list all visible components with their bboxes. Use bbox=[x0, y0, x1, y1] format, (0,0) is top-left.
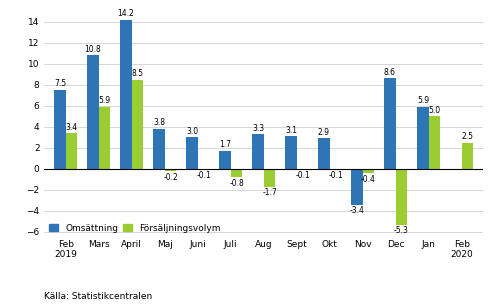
Bar bbox=[198, 169, 210, 170]
Bar bbox=[132, 80, 143, 169]
Bar bbox=[120, 20, 132, 169]
Bar bbox=[153, 129, 165, 169]
Bar bbox=[264, 169, 275, 187]
Text: -5.3: -5.3 bbox=[394, 226, 409, 235]
Bar bbox=[318, 138, 330, 169]
Bar bbox=[462, 143, 473, 169]
Text: 2.5: 2.5 bbox=[461, 132, 473, 141]
Bar bbox=[87, 55, 99, 169]
Bar bbox=[417, 107, 429, 169]
Legend: Omsättning, Försäljningsvolym: Omsättning, Försäljningsvolym bbox=[49, 224, 220, 233]
Text: -0.1: -0.1 bbox=[196, 171, 211, 181]
Text: -1.7: -1.7 bbox=[262, 188, 277, 197]
Text: -0.1: -0.1 bbox=[295, 171, 310, 181]
Bar bbox=[297, 169, 308, 170]
Bar bbox=[252, 134, 264, 169]
Bar bbox=[396, 169, 407, 225]
Text: 5.9: 5.9 bbox=[417, 96, 429, 105]
Text: 5.9: 5.9 bbox=[99, 96, 110, 105]
Text: 10.8: 10.8 bbox=[85, 45, 102, 54]
Text: -0.8: -0.8 bbox=[229, 179, 244, 188]
Bar bbox=[219, 151, 231, 169]
Bar bbox=[165, 169, 176, 171]
Text: 2.9: 2.9 bbox=[318, 128, 330, 137]
Text: -0.1: -0.1 bbox=[328, 171, 343, 181]
Text: 14.2: 14.2 bbox=[118, 9, 135, 18]
Text: -3.4: -3.4 bbox=[350, 206, 364, 215]
Bar bbox=[66, 133, 77, 169]
Bar bbox=[330, 169, 341, 170]
Bar bbox=[186, 137, 198, 169]
Text: 1.7: 1.7 bbox=[219, 140, 231, 149]
Text: 3.1: 3.1 bbox=[285, 126, 297, 135]
Text: -0.2: -0.2 bbox=[163, 172, 178, 181]
Bar bbox=[384, 78, 396, 169]
Text: 3.4: 3.4 bbox=[66, 123, 78, 132]
Text: 8.5: 8.5 bbox=[132, 69, 143, 78]
Bar bbox=[363, 169, 374, 173]
Text: 3.8: 3.8 bbox=[153, 118, 165, 127]
Text: 5.0: 5.0 bbox=[428, 106, 441, 115]
Text: 7.5: 7.5 bbox=[54, 79, 66, 88]
Text: 3.0: 3.0 bbox=[186, 127, 198, 136]
Text: 3.3: 3.3 bbox=[252, 124, 264, 133]
Text: -0.4: -0.4 bbox=[361, 174, 376, 184]
Text: Källa: Statistikcentralen: Källa: Statistikcentralen bbox=[44, 292, 153, 301]
Text: 8.6: 8.6 bbox=[384, 68, 396, 77]
Bar bbox=[54, 90, 66, 169]
Bar bbox=[351, 169, 363, 205]
Bar bbox=[285, 136, 297, 169]
Bar bbox=[231, 169, 243, 177]
Bar bbox=[429, 116, 440, 169]
Bar bbox=[99, 107, 110, 169]
